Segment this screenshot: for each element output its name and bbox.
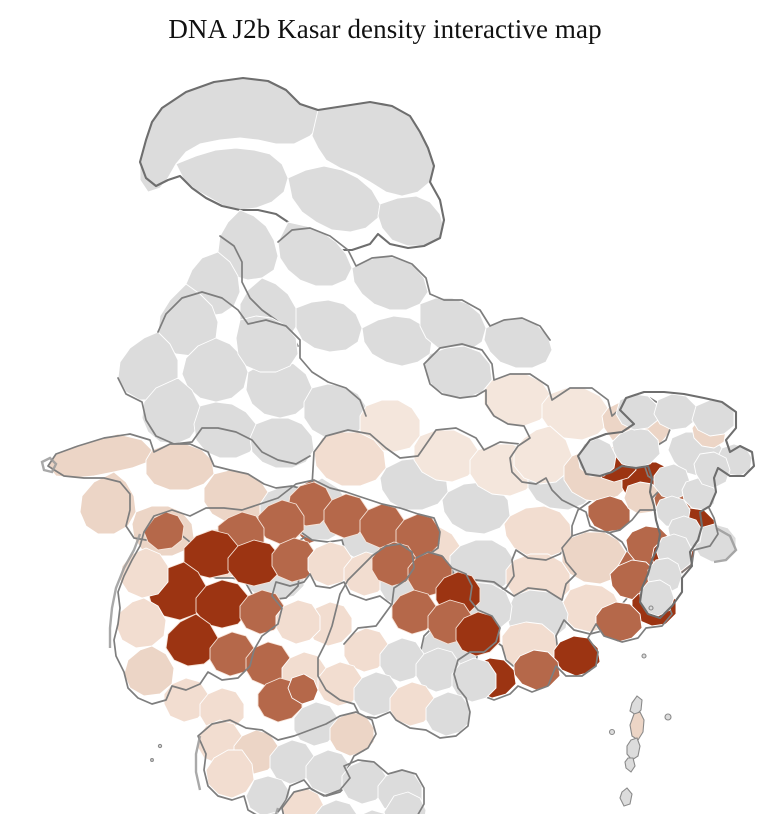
india-choropleth-map[interactable] bbox=[0, 48, 770, 814]
map-canvas[interactable] bbox=[0, 48, 770, 814]
region-jammu-kashmir-ladakh[interactable] bbox=[138, 76, 446, 252]
region-maharashtra[interactable] bbox=[108, 479, 441, 733]
region-telangana-andhra[interactable] bbox=[257, 541, 501, 739]
region-andaman-nicobar[interactable] bbox=[608, 605, 686, 814]
region-lakshadweep-dots bbox=[150, 743, 163, 762]
region-karnataka-goa[interactable] bbox=[194, 673, 377, 814]
page-title: DNA J2b Kasar density interactive map bbox=[168, 14, 602, 44]
region-rajasthan[interactable] bbox=[117, 283, 421, 469]
region-north-plains[interactable] bbox=[185, 209, 553, 369]
region-north-east[interactable] bbox=[576, 390, 756, 620]
region-kerala-tamilnadu[interactable] bbox=[248, 759, 427, 814]
